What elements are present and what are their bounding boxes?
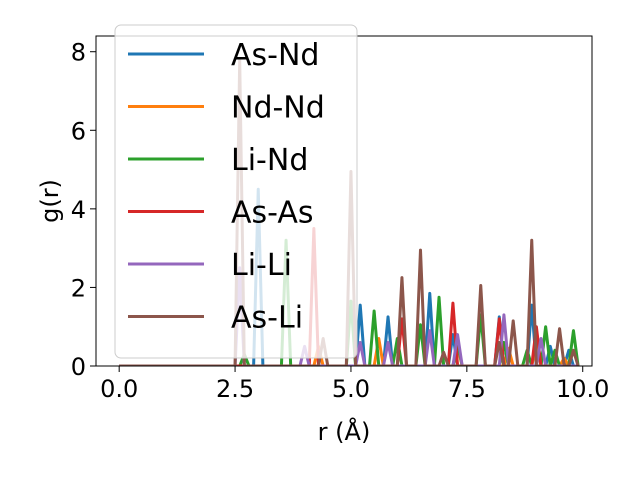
x-tick-label: 5.0: [332, 375, 370, 403]
legend-label-as-as: As-As: [231, 196, 313, 231]
y-axis-label: g(r): [36, 179, 64, 223]
x-axis-label: r (Å): [318, 417, 371, 446]
y-tick-label: 4: [71, 196, 86, 224]
x-tick-label: 10.0: [556, 375, 609, 403]
y-tick-label: 0: [71, 353, 86, 381]
legend: As-Nd Nd-Nd Li-Nd As-As Li-Li As-Li: [114, 24, 358, 359]
legend-label-li-nd: Li-Nd: [231, 143, 308, 178]
series-line-li-li: [119, 266, 579, 366]
y-tick-label: 8: [71, 39, 86, 67]
legend-box: [114, 24, 358, 359]
x-tick-label: 7.5: [448, 375, 486, 403]
legend-label-li-li: Li-Li: [231, 248, 292, 283]
legend-label-as-nd: As-Nd: [231, 38, 319, 73]
axis-ticks: 0.0 2.5 5.0 7.5 10.0 0 2 4 6 8: [71, 39, 610, 403]
y-tick-label: 6: [71, 117, 86, 145]
legend-label-as-li: As-Li: [231, 301, 303, 336]
y-tick-label: 2: [71, 274, 86, 302]
x-tick-label: 0.0: [100, 375, 138, 403]
x-tick-label: 2.5: [216, 375, 254, 403]
legend-label-nd-nd: Nd-Nd: [231, 91, 325, 126]
